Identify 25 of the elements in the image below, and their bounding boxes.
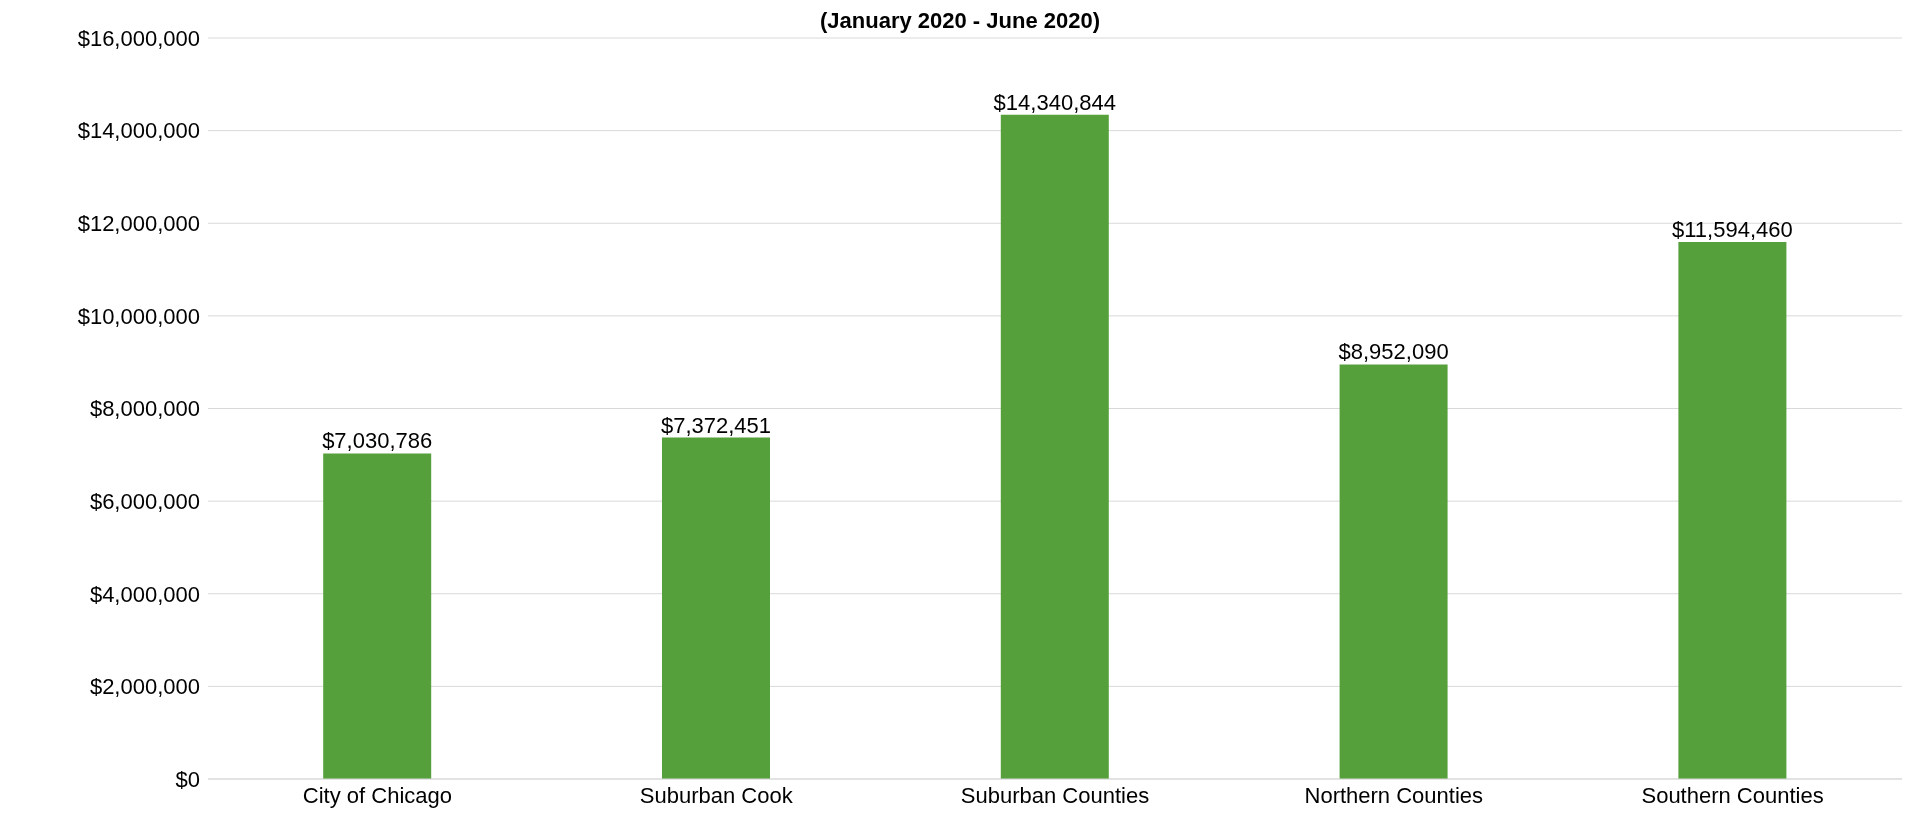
y-tick-label: $12,000,000 — [77, 211, 200, 237]
y-tick-label: $2,000,000 — [89, 674, 200, 700]
data-label: $8,952,090 — [1338, 339, 1449, 365]
y-tick-label: $0 — [175, 766, 200, 792]
x-tick-label: Southern Counties — [1641, 782, 1824, 808]
x-tick-label: Suburban Cook — [639, 782, 794, 808]
data-label: $11,594,460 — [1672, 217, 1793, 243]
data-label: $14,340,844 — [993, 89, 1116, 115]
bar — [323, 453, 432, 779]
bar — [1678, 242, 1787, 779]
y-tick-label: $16,000,000 — [77, 25, 200, 51]
bar — [661, 437, 770, 779]
y-tick-label: $10,000,000 — [77, 303, 200, 329]
y-tick-label: $8,000,000 — [89, 396, 200, 422]
y-tick-label: $4,000,000 — [89, 581, 200, 607]
x-tick-label: City of Chicago — [302, 782, 452, 808]
chart-title: (January 2020 - June 2020) — [819, 8, 1101, 33]
x-tick-label: Northern Counties — [1304, 782, 1484, 808]
data-label: $7,030,786 — [322, 428, 433, 454]
bar — [1000, 114, 1109, 779]
y-tick-label: $14,000,000 — [77, 118, 200, 144]
y-tick-label: $6,000,000 — [89, 488, 200, 514]
bar — [1339, 364, 1448, 779]
data-label: $7,372,451 — [660, 412, 772, 438]
x-tick-label: Suburban Counties — [960, 782, 1150, 808]
